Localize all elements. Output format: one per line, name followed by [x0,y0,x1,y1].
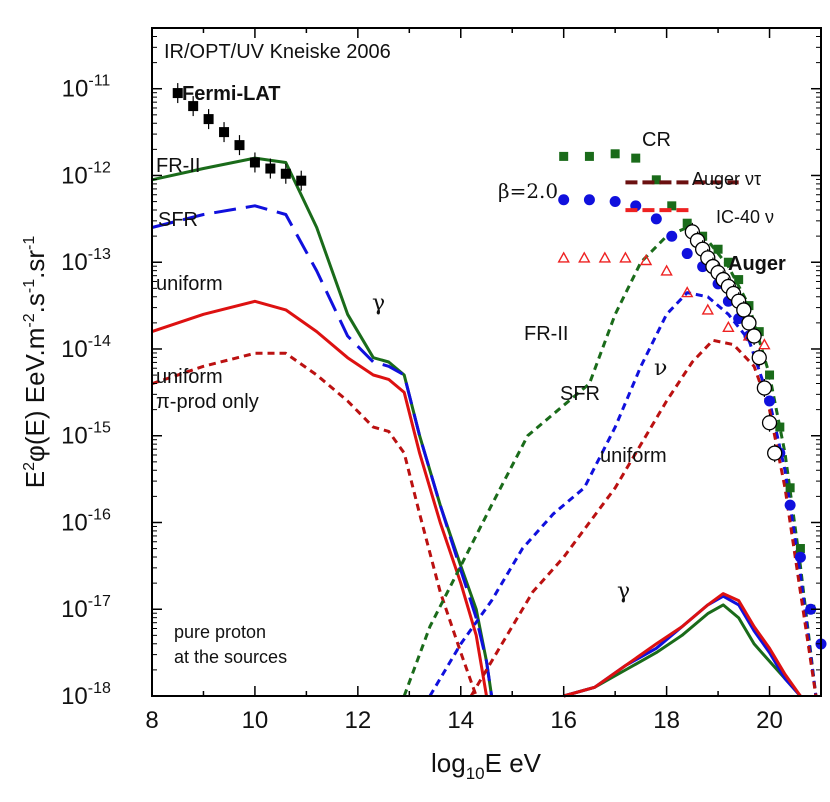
fermi-lat-point [234,140,245,151]
cr-fr-ii-point [682,218,692,228]
sfr-gamma-label: SFR [158,209,198,231]
x-tick-label: 12 [344,707,371,734]
x-axis-title: log10E eV [431,748,542,783]
cr-uniform-point [639,254,653,266]
cr-fr-ii-point [559,151,569,161]
fermi-lat-point [203,114,214,125]
beta-label: β=2.0 [498,179,558,203]
cr-fr-ii-point [723,257,733,267]
cr-fr-ii-point [775,422,785,432]
auger-label: Auger [728,253,786,275]
series-uniform-gamma-uhe [563,592,802,698]
x-tick-label: 8 [145,707,158,734]
fermi-lat-point [188,101,199,112]
cr-fr-ii-point [713,244,723,254]
fr2-gamma-label: FR-II [156,155,200,177]
y-tick-label: 10-16 [61,506,111,536]
cr-fr-ii-point [667,201,677,211]
cr-uniform-point [557,251,570,263]
uniform-nu-label: uniform [600,445,667,467]
cr-sfr-point [558,194,570,206]
cr-fr-ii-point [734,275,744,285]
series-sfr-gamma [151,204,494,697]
cr-sfr-point [650,213,662,225]
pure-proton-label-1: pure proton [174,622,266,642]
cr-fr-ii-point [765,370,775,380]
fermi-lat-point [280,168,291,179]
sfr-nu-label: SFR [560,383,600,405]
y-tick-label: 10-17 [61,593,111,623]
x-tick-label: 14 [447,707,474,734]
cr-sfr-point [681,248,693,260]
x-tick-label: 10 [242,707,269,734]
y-tick-label: 10-11 [62,73,111,103]
uniform-pi-label-1: uniform [156,366,223,388]
fermi-lat-point [296,175,307,186]
y-axis-title: E2φ(E) EeV.m-2.s-1.sr-1 [20,236,50,489]
x-tick-label: 18 [653,707,680,734]
fr2-nu-label: FR-II [524,323,568,345]
fermi-lat-point [172,88,183,99]
cr-sfr-point [784,499,796,511]
auger-point [767,445,783,461]
series-fr-ii-gamma-uhe [563,603,802,698]
cr-uniform-point [681,286,694,298]
fermi-lat-point [265,163,276,174]
x-tick-label: 16 [550,707,577,734]
cr-uniform-point [578,251,591,263]
series-uniform-pi-prod-only-gamma [151,351,478,697]
series-fr-ii-gamma [151,156,494,697]
auger-point [746,328,762,344]
limit-layer [625,180,739,213]
uniform-gamma-label: uniform [156,273,223,295]
cr-sfr-point [794,551,806,563]
cr-fr-ii-point [785,483,795,493]
gamma-high-label: γ [617,579,630,604]
cr-fr-ii-point [610,149,620,159]
y-tick-label: 10-13 [61,246,111,276]
cr-sfr-point [805,603,817,615]
cr-uniform-point [758,338,771,350]
cr-uniform-point [598,251,612,263]
fermi-lat-point [249,157,260,168]
cr-label: CR [642,129,671,151]
tick-layer: 8 10 12 14 16 18 20 10-11 10-12 10-13 10-14 10-15 10… [61,27,822,734]
pure-proton-label-2: at the sources [174,647,287,667]
cr-sfr-point [666,230,678,242]
nu-label: ν [654,356,667,381]
marker-layer [172,83,827,650]
auger-point [761,415,778,431]
uniform-pi-label-2: π-prod only [156,391,259,413]
x-tick-label: 20 [756,707,783,734]
cr-fr-ii-point [631,153,641,163]
gamma-low-label: γ [372,291,385,316]
cr-fr-ii-point [795,544,805,554]
cr-fr-ii-point [584,151,594,161]
auger-point [741,315,757,331]
series-fr-ii-nu [402,226,818,697]
cr-uniform-point [660,264,673,276]
y-tick-label: 10-12 [61,159,111,189]
auger-nutau-label: Auger ντ [692,169,761,189]
chart-title: IR/OPT/UV Kneiske 2006 [164,41,391,63]
ic40-label: IC-40 ν [716,207,774,227]
cr-uniform-point [619,251,632,263]
fermi-label: Fermi-LAT [182,83,281,105]
auger-point [751,350,767,366]
cr-uniform-point [701,303,714,315]
y-tick-label: 10-18 [61,680,111,710]
auger-point [756,380,773,396]
cr-sfr-point [583,194,595,206]
cr-sfr-point [609,196,621,208]
y-tick-label: 10-14 [61,333,111,363]
y-tick-label: 10-15 [61,420,111,450]
fermi-lat-point [219,127,230,138]
cr-sfr-point [764,395,776,407]
cr-fr-ii-point [651,175,661,185]
cr-uniform-point [722,320,735,332]
auger-point [736,302,752,318]
